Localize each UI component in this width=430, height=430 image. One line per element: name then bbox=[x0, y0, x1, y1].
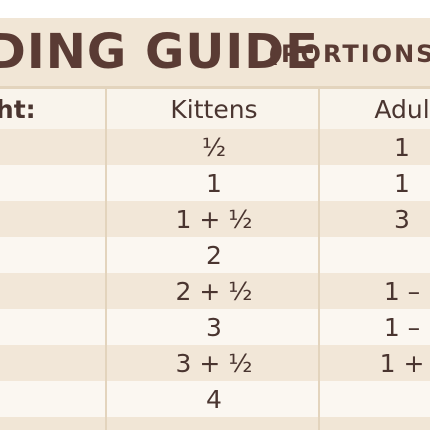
table-row: g 1 1 bbox=[0, 165, 430, 201]
table-row: g 3 1 – bbox=[0, 309, 430, 345]
portion-table: ght: Kittens Adul g ½ 1 g 1 1 g 1 + ½ 3 … bbox=[0, 86, 430, 430]
kittens-cell: 2 + ½ bbox=[175, 276, 253, 306]
kittens-cell: 2 bbox=[206, 240, 222, 270]
header-weight: ght: bbox=[0, 94, 36, 124]
header-adults: Adul bbox=[374, 94, 430, 124]
guide-title-sub: (PORTIONS P bbox=[268, 40, 430, 68]
adults-cell bbox=[322, 381, 430, 417]
column-divider bbox=[318, 86, 320, 430]
adults-cell: 3 bbox=[394, 204, 410, 234]
weight-cell: g bbox=[0, 201, 108, 237]
weight-cell: g bbox=[0, 237, 108, 273]
adults-cell: 1 bbox=[394, 132, 410, 162]
table-row: g 4 bbox=[0, 381, 430, 417]
weight-cell: g bbox=[0, 273, 108, 309]
kittens-cell: 4 bbox=[206, 384, 222, 414]
adults-cell bbox=[322, 237, 430, 273]
table-header-row: ght: Kittens Adul bbox=[0, 89, 430, 129]
weight-cell: g bbox=[0, 165, 108, 201]
adults-cell: 1 bbox=[394, 168, 410, 198]
weight-cell: g bbox=[0, 309, 108, 345]
weight-cell: g bbox=[0, 381, 108, 417]
feeding-guide-card: DING GUIDE (PORTIONS P ght: Kittens Adul… bbox=[0, 18, 430, 430]
table-row: g 1 + ½ 3 bbox=[0, 201, 430, 237]
table-row: g 2 bbox=[0, 237, 430, 273]
guide-title-main: DING GUIDE bbox=[0, 24, 319, 80]
weight-cell: g bbox=[0, 129, 108, 165]
adults-cell: 1 – bbox=[383, 276, 421, 306]
kittens-cell: ½ bbox=[201, 132, 227, 162]
table-row: g 3 + ½ 1 + bbox=[0, 345, 430, 381]
header-kittens: Kittens bbox=[170, 94, 258, 124]
adults-cell: 1 – bbox=[383, 312, 421, 342]
kittens-cell: 3 + ½ bbox=[175, 348, 253, 378]
kittens-cell: 1 bbox=[206, 168, 222, 198]
kittens-cell: 1 + ½ bbox=[175, 204, 253, 234]
adults-cell: 1 + bbox=[379, 348, 425, 378]
kittens-cell: 3 bbox=[206, 312, 222, 342]
table-row: g 2 + ½ 1 – bbox=[0, 273, 430, 309]
weight-cell: g bbox=[0, 345, 108, 381]
table-row: g ½ 1 bbox=[0, 129, 430, 165]
column-divider bbox=[105, 86, 107, 430]
